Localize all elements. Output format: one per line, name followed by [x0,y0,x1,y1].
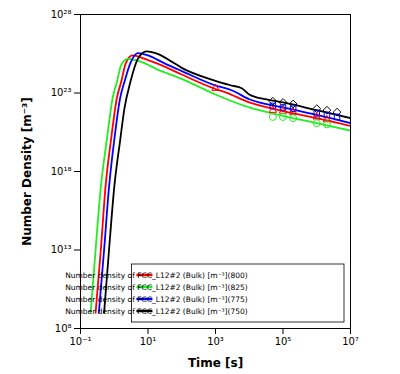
svg-text:Number Density [m⁻³]: Number Density [m⁻³] [20,97,34,246]
svg-text:Number density of FCC_L12#2 (B: Number density of FCC_L12#2 (Bulk) [m⁻³]… [65,295,248,304]
svg-text:10²⁸: 10²⁸ [51,9,72,20]
svg-text:10⁷: 10⁷ [342,336,359,347]
svg-text:Number density of FCC_L12#2 (B: Number density of FCC_L12#2 (Bulk) [m⁻³]… [65,271,248,280]
svg-text:10¹³: 10¹³ [51,244,72,255]
svg-text:Time [s]: Time [s] [188,356,243,370]
svg-text:10³: 10³ [207,336,224,347]
svg-text:10⁸: 10⁸ [55,323,72,334]
svg-text:10¹⁸: 10¹⁸ [51,166,72,177]
svg-text:Number density of FCC_L12#2 (B: Number density of FCC_L12#2 (Bulk) [m⁻³]… [65,283,248,292]
svg-text:Number density of FCC_L12#2 (B: Number density of FCC_L12#2 (Bulk) [m⁻³]… [65,307,248,316]
svg-text:10¹: 10¹ [140,336,157,347]
svg-text:10²³: 10²³ [51,87,72,98]
svg-text:10⁻¹: 10⁻¹ [69,336,91,347]
svg-text:10⁵: 10⁵ [275,336,292,347]
